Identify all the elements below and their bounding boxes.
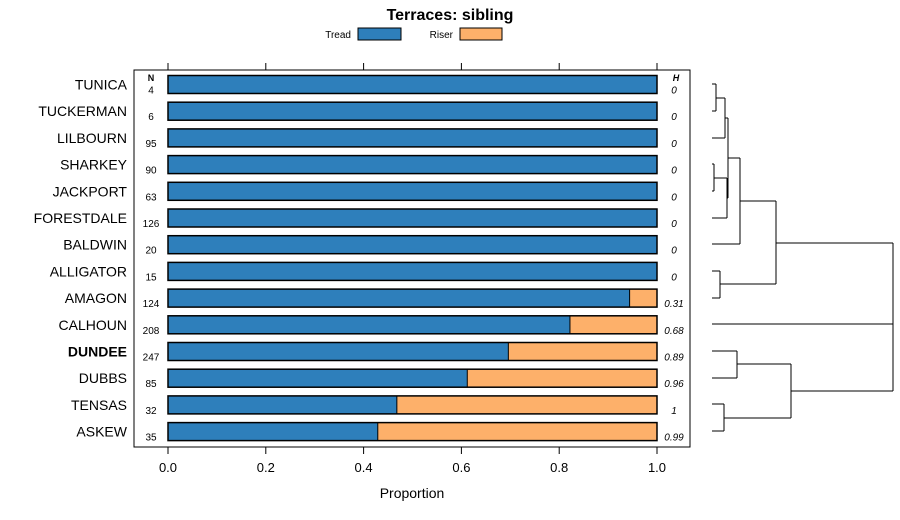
n-value: 4 [148,86,154,97]
legend-swatch-riser [459,27,503,41]
bar-riser [569,315,657,334]
n-value: 90 [145,166,157,177]
bar-outline [167,341,658,362]
legend-label-riser: Riser [430,30,454,41]
category-label: JACKPORT [53,183,128,199]
legend: Tread Riser [325,27,503,41]
n-value: 63 [145,192,157,203]
category-label: ASKEW [76,424,127,440]
category-label: TUCKERMAN [38,103,127,119]
bar-tread [168,75,657,94]
category-label: DUBBS [79,370,127,386]
bar-riser [629,289,657,308]
n-value: 126 [143,219,160,230]
x-axis-label: Proportion [380,485,445,501]
bar-outline [167,421,658,442]
category-label: DUNDEE [68,344,127,360]
plot-panel [133,69,691,448]
bar-tread [168,262,657,281]
n-value: 247 [143,353,160,364]
h-value: 0 [671,272,677,283]
category-label: CALHOUN [59,317,127,333]
bar-outline [167,128,658,148]
legend-label-tread: Tread [325,30,351,41]
bar-tread [168,155,657,174]
bar-tread [168,315,570,334]
n-value: 20 [145,246,157,257]
bar-riser [508,342,657,361]
x-tick-label: 0.8 [550,460,568,475]
bar-tread [168,369,468,388]
bar-tread [168,395,397,414]
h-value: 0 [671,139,677,150]
category-label: ALLIGATOR [50,263,127,279]
bar-outline [167,208,658,228]
h-value: 0 [671,166,677,177]
bar-outline [167,74,658,95]
category-label: AMAGON [65,290,127,306]
n-value: 6 [148,112,154,123]
category-label: FORESTDALE [34,210,127,226]
chart-title: Terraces: sibling [387,7,514,24]
h-value: 0.89 [664,353,684,364]
bar-outline [167,234,658,255]
h-value: 0.99 [664,433,684,444]
bar-outline [167,154,658,175]
x-tick-label: 0.6 [452,460,470,475]
x-tick-label: 0.4 [355,460,373,475]
n-value: 124 [143,299,160,310]
bar-outline [167,368,658,388]
h-value: 1 [671,406,677,417]
bar-outline [167,395,658,415]
bar-riser [396,395,657,414]
x-tick-label: 0.2 [257,460,275,475]
bar-outline [167,261,658,282]
n-value: 95 [145,139,157,150]
x-tick-label: 1.0 [648,460,666,475]
n-value: 15 [145,272,157,283]
n-value: 85 [145,379,157,390]
x-axis: 0.0 0.2 0.4 0.6 0.8 1.0 [159,63,666,475]
n-column-header: N [148,73,155,83]
bar-outline [167,181,658,202]
bar-outline [167,288,658,308]
h-column-header: H [673,73,680,83]
h-value: 0 [671,246,677,257]
h-value: 0 [671,192,677,203]
bar-riser [467,369,657,388]
bar-tread [168,342,509,361]
h-value: 0 [671,112,677,123]
dendrogram [712,83,894,432]
bar-outline [167,315,658,335]
n-value: 32 [145,406,157,417]
category-label: BALDWIN [63,237,127,253]
h-value: 0 [671,219,677,230]
n-value: 35 [145,433,157,444]
h-value: 0 [671,86,677,97]
category-label: LILBOURN [57,130,127,146]
bar-riser [377,422,657,441]
category-label: TUNICA [75,77,128,93]
h-value: 0.68 [664,326,684,337]
x-tick-label: 0.0 [159,460,177,475]
bar-tread [168,289,630,308]
bar-outline [167,101,658,121]
bar-tread [168,182,657,201]
h-value: 0.96 [664,379,684,390]
category-label: TENSAS [71,397,127,413]
bar-tread [168,128,657,147]
bar-tread [168,102,657,121]
n-value: 208 [143,326,160,337]
legend-swatch-tread [357,27,402,41]
bar-tread [168,209,657,227]
bar-tread [168,422,378,441]
category-label: SHARKEY [60,157,128,173]
rows: TUNICA 4 0 TUCKERMAN 6 0 LILBOURN 95 0 SHARKEY 90 0… [34,74,684,444]
bar-tread [168,235,657,254]
h-value: 0.31 [664,299,683,310]
